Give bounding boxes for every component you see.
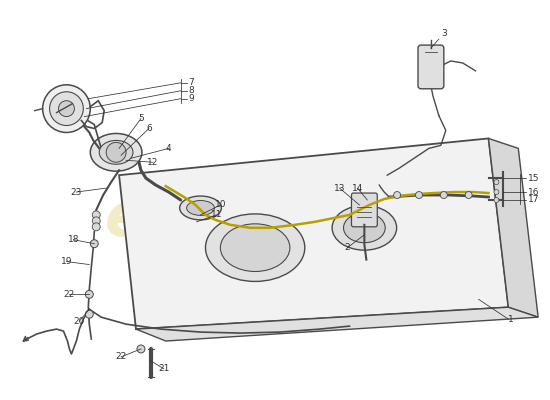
Circle shape xyxy=(90,240,98,248)
Text: 4: 4 xyxy=(166,144,172,153)
Text: 3: 3 xyxy=(441,29,447,38)
Text: 6: 6 xyxy=(146,124,152,133)
Text: 17: 17 xyxy=(528,196,540,204)
FancyBboxPatch shape xyxy=(351,193,377,227)
Circle shape xyxy=(50,92,84,126)
Circle shape xyxy=(415,192,422,198)
Circle shape xyxy=(92,223,100,231)
Circle shape xyxy=(43,85,90,132)
Text: a division for cars supplies: a division for cars supplies xyxy=(163,241,348,255)
Text: 13: 13 xyxy=(334,184,345,192)
Text: 12: 12 xyxy=(147,158,158,167)
Circle shape xyxy=(58,101,74,116)
Text: 8: 8 xyxy=(189,86,194,95)
Ellipse shape xyxy=(186,200,214,215)
Circle shape xyxy=(85,310,94,318)
Polygon shape xyxy=(488,138,538,317)
Circle shape xyxy=(441,192,447,198)
Text: 7: 7 xyxy=(189,78,194,87)
Ellipse shape xyxy=(99,140,133,164)
FancyBboxPatch shape xyxy=(418,45,444,89)
Ellipse shape xyxy=(206,214,305,282)
Text: 11: 11 xyxy=(211,210,222,219)
Ellipse shape xyxy=(180,196,221,220)
Text: 19: 19 xyxy=(60,257,72,266)
Text: 23: 23 xyxy=(71,188,82,196)
Text: 10: 10 xyxy=(214,200,226,210)
Circle shape xyxy=(92,217,100,225)
Text: 18: 18 xyxy=(68,235,79,244)
Text: 20: 20 xyxy=(74,317,85,326)
Text: 22: 22 xyxy=(64,290,75,299)
Text: 1: 1 xyxy=(508,315,514,324)
Text: 21: 21 xyxy=(158,364,169,373)
Circle shape xyxy=(137,345,145,353)
Ellipse shape xyxy=(344,213,385,243)
Polygon shape xyxy=(136,307,538,341)
Text: eurocars: eurocars xyxy=(104,190,406,249)
Text: 9: 9 xyxy=(189,94,194,103)
Circle shape xyxy=(494,198,499,202)
Text: 16: 16 xyxy=(528,188,540,196)
Text: 15: 15 xyxy=(528,174,540,183)
Circle shape xyxy=(494,180,499,185)
Polygon shape xyxy=(119,138,508,329)
Text: 5: 5 xyxy=(138,114,144,123)
Ellipse shape xyxy=(221,224,290,272)
Circle shape xyxy=(85,290,94,298)
Circle shape xyxy=(394,192,400,198)
Circle shape xyxy=(92,211,100,219)
Text: 14: 14 xyxy=(352,184,363,192)
Ellipse shape xyxy=(332,206,397,250)
Ellipse shape xyxy=(90,134,142,171)
Text: 22: 22 xyxy=(116,352,127,362)
Circle shape xyxy=(465,192,472,198)
Circle shape xyxy=(106,142,126,162)
Circle shape xyxy=(494,190,499,194)
Text: 2: 2 xyxy=(345,243,350,252)
